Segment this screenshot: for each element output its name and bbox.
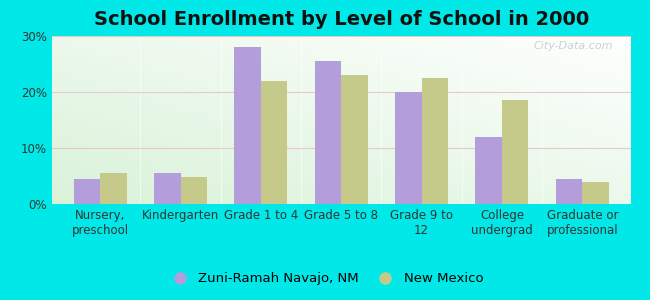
- Bar: [395, 92, 422, 204]
- Bar: [582, 182, 609, 204]
- Bar: [475, 137, 502, 204]
- Bar: [315, 61, 341, 204]
- Bar: [181, 177, 207, 204]
- Bar: [73, 179, 100, 204]
- Bar: [556, 179, 582, 204]
- Bar: [502, 100, 528, 204]
- Legend: Zuni-Ramah Navajo, NM, New Mexico: Zuni-Ramah Navajo, NM, New Mexico: [161, 267, 489, 290]
- Bar: [422, 78, 448, 204]
- Bar: [100, 173, 127, 204]
- Bar: [235, 47, 261, 204]
- Bar: [154, 173, 181, 204]
- Text: City-Data.com: City-Data.com: [534, 41, 613, 51]
- Title: School Enrollment by Level of School in 2000: School Enrollment by Level of School in …: [94, 10, 589, 29]
- Bar: [341, 75, 368, 204]
- Bar: [261, 81, 287, 204]
